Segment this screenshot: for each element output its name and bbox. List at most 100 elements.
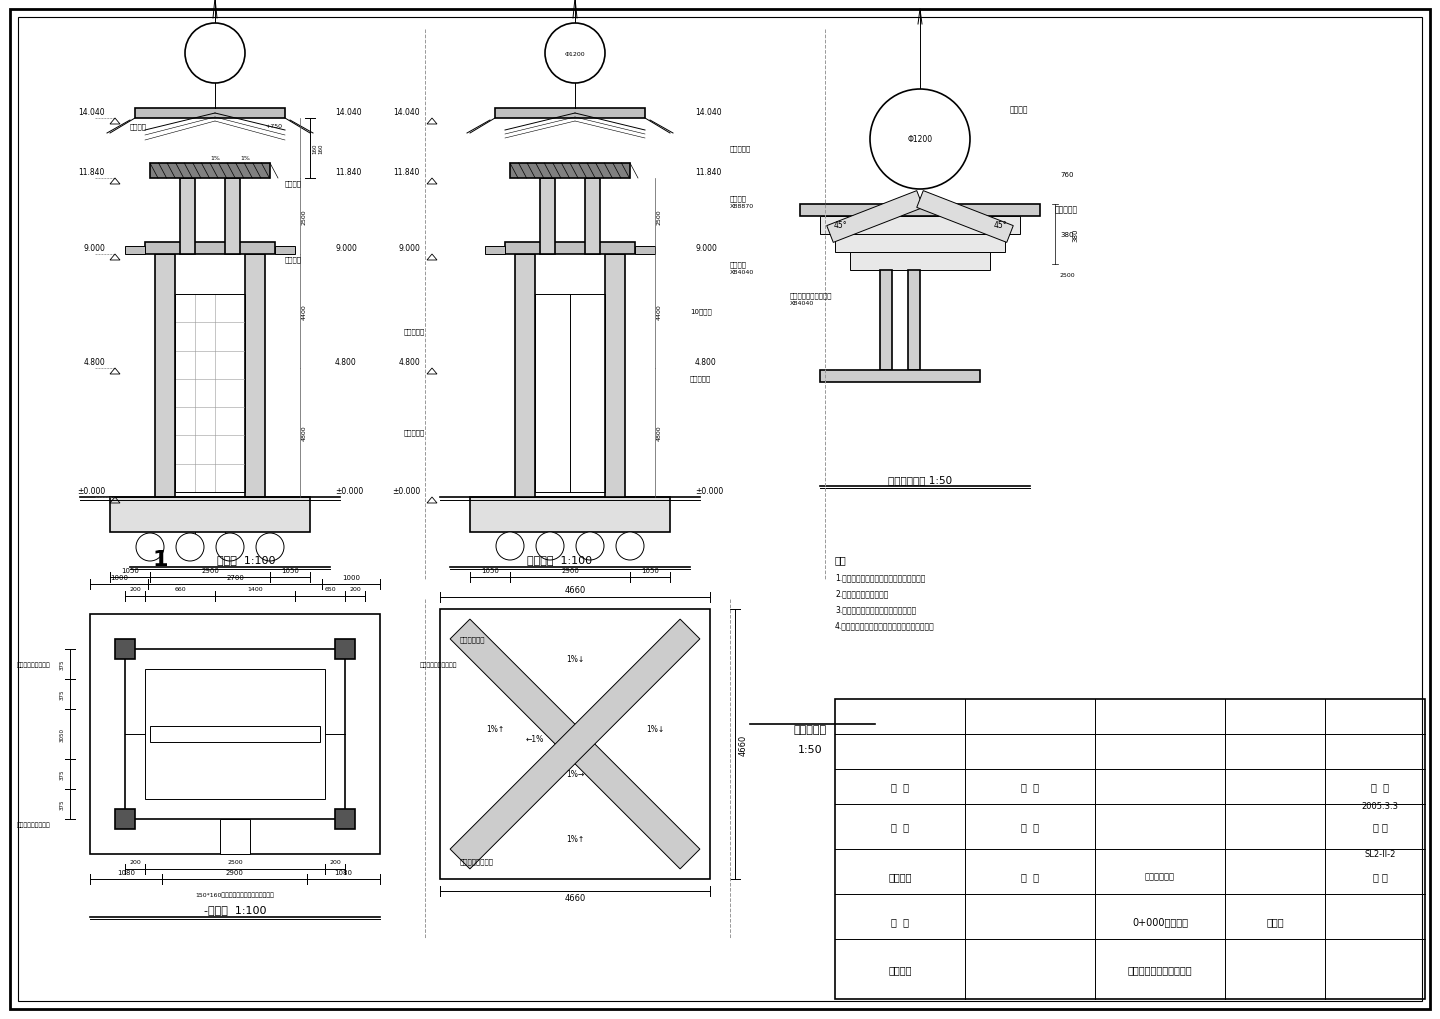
Text: 375: 375 (59, 659, 65, 669)
Text: 项  目: 项 目 (891, 916, 909, 926)
Polygon shape (451, 620, 700, 869)
Text: 3.不锈钢球辽建需有专业厂家厂家制板: 3.不锈钢球辽建需有专业厂家厂家制板 (835, 605, 916, 613)
Text: 375: 375 (59, 799, 65, 809)
Text: Φ1200: Φ1200 (907, 136, 933, 145)
Text: 外彩玻刻身: 外彩玻刻身 (403, 328, 425, 335)
Text: 660: 660 (174, 587, 186, 592)
Text: 2900: 2900 (562, 568, 579, 574)
Text: 注：: 注： (835, 554, 847, 565)
Text: +750: +750 (265, 124, 282, 129)
Text: 9.000: 9.000 (696, 244, 717, 253)
Text: 14.040: 14.040 (393, 108, 420, 117)
Text: 375: 375 (59, 769, 65, 780)
Bar (135, 109, 285, 119)
Text: 塔顶局部放大 1:50: 塔顶局部放大 1:50 (888, 475, 952, 484)
Circle shape (135, 534, 164, 561)
Bar (275, 247, 295, 255)
Text: 4.800: 4.800 (336, 358, 357, 367)
Bar (336, 639, 356, 659)
Text: 制  图: 制 图 (891, 782, 909, 791)
Text: ±0.000: ±0.000 (696, 486, 723, 495)
Text: 1050: 1050 (481, 568, 498, 574)
Bar (115, 809, 135, 829)
Circle shape (256, 534, 284, 561)
Bar (485, 247, 505, 255)
Text: 2500: 2500 (1060, 273, 1076, 278)
Bar (536, 294, 605, 492)
Text: 审  核: 审 核 (1021, 821, 1040, 832)
Text: 1%: 1% (210, 156, 220, 161)
Text: 1%↓: 1%↓ (566, 655, 585, 663)
Text: 11.840: 11.840 (336, 168, 361, 177)
Bar (145, 669, 325, 799)
Bar (91, 614, 380, 854)
Text: 外包铝塑板: 外包铝塑板 (403, 429, 425, 436)
Text: 1%→: 1%→ (566, 769, 585, 779)
Text: 2500: 2500 (657, 209, 661, 224)
Text: 200: 200 (130, 587, 141, 592)
Text: 1%↓: 1%↓ (647, 725, 664, 734)
Text: 4.800: 4.800 (84, 358, 105, 367)
Text: 14.040: 14.040 (336, 108, 361, 117)
Bar (150, 164, 271, 178)
Text: 制骨架片干挂混凝面: 制骨架片干挂混凝面 (16, 661, 50, 667)
Text: 1%↑: 1%↑ (485, 725, 504, 734)
Text: 1050: 1050 (281, 568, 300, 574)
Text: 外彩玻刻身: 外彩玻刻身 (690, 375, 711, 382)
Text: 10厚台玻: 10厚台玻 (690, 309, 711, 315)
Text: 成品构件: 成品构件 (730, 196, 747, 202)
Bar (510, 164, 631, 178)
Bar (220, 819, 251, 854)
Text: 14.040: 14.040 (78, 108, 105, 117)
Bar (819, 217, 1020, 234)
Bar (540, 178, 554, 255)
Text: 2.钢筋放支采用钢板开装: 2.钢筋放支采用钢板开装 (835, 589, 888, 598)
Text: 外包屋面色包量板: 外包屋面色包量板 (459, 858, 494, 864)
Polygon shape (451, 620, 700, 869)
Circle shape (870, 90, 971, 190)
Bar (225, 178, 240, 255)
Text: 塔顶平面图: 塔顶平面图 (793, 725, 827, 735)
Text: 外包铝塑板: 外包铝塑板 (730, 146, 752, 152)
Text: 0+000放水涵图: 0+000放水涵图 (1132, 916, 1188, 926)
Bar (635, 247, 655, 255)
Text: 1050: 1050 (121, 568, 138, 574)
Text: 1000: 1000 (343, 575, 360, 581)
Bar (835, 699, 1426, 999)
Bar (495, 109, 645, 119)
Text: 1%↑: 1%↑ (566, 835, 585, 844)
Text: 成品构件: 成品构件 (285, 257, 302, 263)
Text: 图 号: 图 号 (1372, 871, 1387, 881)
Circle shape (184, 24, 245, 84)
Text: 2900: 2900 (226, 869, 243, 875)
Text: 1: 1 (153, 549, 167, 570)
Bar (505, 243, 635, 255)
Text: 200: 200 (130, 860, 141, 865)
Text: 不锈钢球: 不锈钢球 (1009, 105, 1028, 114)
Text: 2005.3.3: 2005.3.3 (1361, 802, 1398, 811)
Text: 1.钢筋铁皮设计尺于图里，仅共钢图构零件: 1.钢筋铁皮设计尺于图里，仅共钢图构零件 (835, 573, 926, 582)
Text: 4400: 4400 (657, 304, 661, 320)
Bar (125, 649, 346, 819)
Text: 成品构件: 成品构件 (285, 180, 302, 187)
Polygon shape (917, 192, 1014, 244)
Text: 干挂护墙: 干挂护墙 (130, 123, 147, 130)
Text: 1:50: 1:50 (798, 744, 822, 754)
Text: 1%: 1% (240, 156, 251, 161)
Text: 设计号: 设计号 (1266, 916, 1284, 926)
Text: 审  定: 审 定 (1021, 871, 1040, 881)
Text: 4800: 4800 (657, 425, 661, 441)
Text: 长子水泥为加纵以刷刷: 长子水泥为加纵以刷刷 (420, 661, 458, 667)
Bar (156, 255, 176, 497)
Text: 校  核: 校 核 (1371, 782, 1390, 791)
Circle shape (544, 24, 605, 84)
Text: 200: 200 (330, 860, 341, 865)
Text: 润丰房地建筑: 润丰房地建筑 (1145, 871, 1175, 880)
Text: 设  计: 设 计 (891, 821, 909, 832)
Text: 11.840: 11.840 (79, 168, 105, 177)
Text: 正立面图  1:100: 正立面图 1:100 (527, 554, 593, 565)
Text: 专业负责: 专业负责 (888, 871, 912, 881)
Text: 校  核: 校 核 (1021, 782, 1040, 791)
Text: 4400: 4400 (301, 304, 307, 320)
Text: 成品两件: 成品两件 (730, 262, 747, 268)
